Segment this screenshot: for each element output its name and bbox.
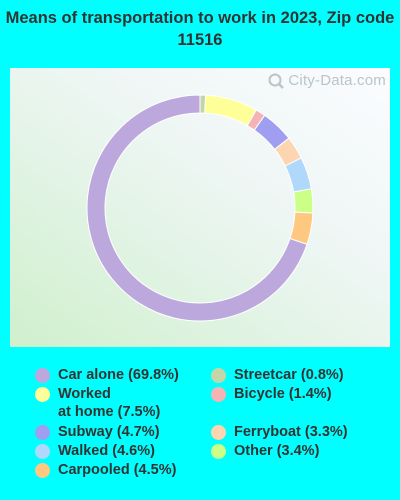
legend-item: Bicycle (1.4%) <box>211 385 332 403</box>
legend-label: Other (3.4%) <box>234 443 320 459</box>
donut-slice-8 <box>289 211 314 245</box>
legend-label: Ferryboat (3.3%) <box>234 424 348 440</box>
legend-swatch <box>211 425 226 440</box>
legend-item: Carpooled (4.5%) <box>35 461 176 479</box>
legend-label: Bicycle (1.4%) <box>234 386 332 402</box>
legend-swatch <box>35 425 50 440</box>
legend-item: Ferryboat (3.3%) <box>211 423 348 441</box>
legend-item: Streetcar (0.8%) <box>211 366 344 384</box>
legend-label: Car alone (69.8%) <box>58 367 179 383</box>
magnifier-icon <box>268 73 285 89</box>
donut-chart <box>86 94 314 322</box>
legend-swatch <box>211 368 226 383</box>
legend-swatch <box>35 368 50 383</box>
legend-label: Streetcar (0.8%) <box>234 367 344 383</box>
watermark-text: City-Data.com <box>288 72 386 89</box>
legend: Car alone (69.8%) Worked at home (7.5%) Su… <box>0 366 400 496</box>
legend-item: Worked at home (7.5%) <box>35 385 160 421</box>
legend-item: Walked (4.6%) <box>35 442 155 460</box>
legend-label: Worked at home (7.5%) <box>58 386 161 420</box>
legend-item: Other (3.4%) <box>211 442 319 460</box>
chart-title: Means of transportation to work in 2023,… <box>5 9 395 49</box>
legend-label: Walked (4.6%) <box>58 443 155 459</box>
legend-item: Subway (4.7%) <box>35 423 160 441</box>
legend-swatch <box>35 444 50 459</box>
legend-swatch <box>35 463 50 478</box>
donut-slice-2 <box>204 94 257 127</box>
legend-swatch <box>35 387 50 402</box>
legend-label: Subway (4.7%) <box>58 424 160 440</box>
legend-label: Carpooled (4.5%) <box>58 462 177 478</box>
legend-swatch <box>211 387 226 402</box>
donut-slice-7 <box>293 188 314 214</box>
plot-area <box>10 68 390 347</box>
watermark: City-Data.com <box>268 72 386 89</box>
legend-item: Car alone (69.8%) <box>35 366 179 384</box>
legend-swatch <box>211 444 226 459</box>
